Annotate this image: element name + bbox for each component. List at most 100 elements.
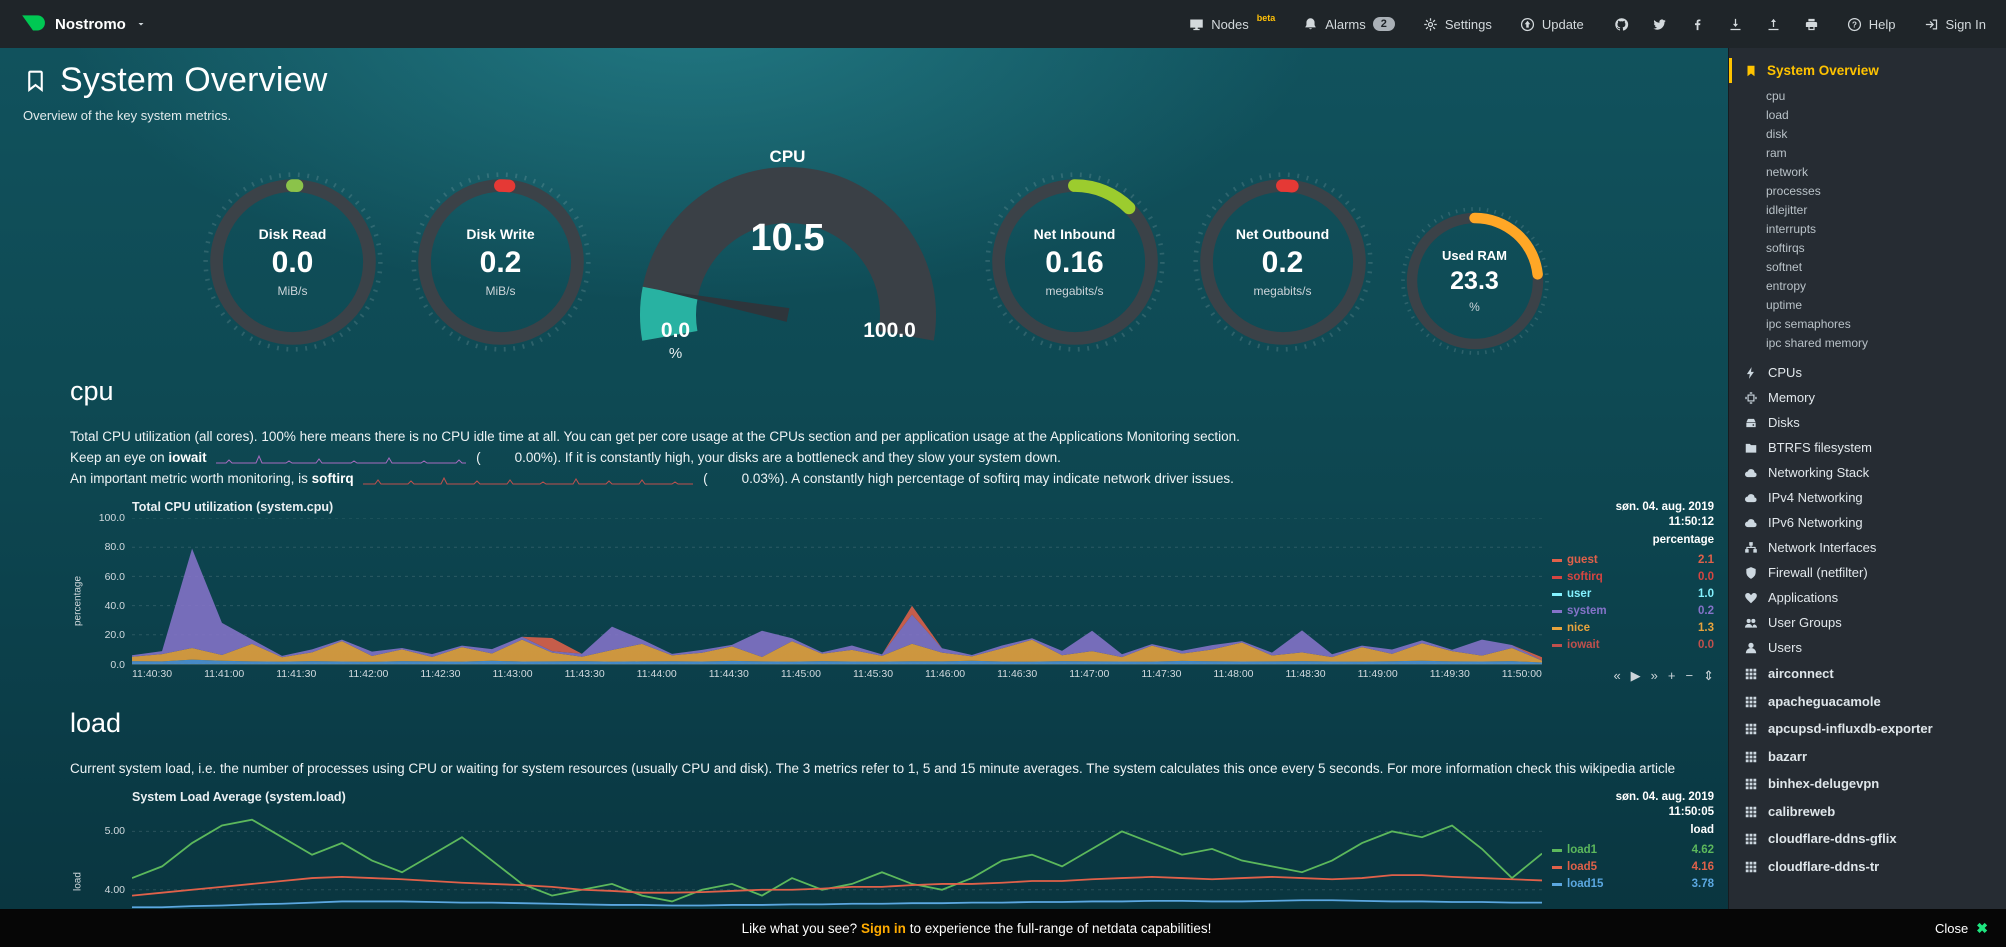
chip-icon [1744,391,1758,405]
legend-row[interactable]: user 1.0 [1552,586,1714,603]
zoom-out-icon[interactable]: − [1685,667,1694,683]
legend-row[interactable]: softirq 0.0 [1552,569,1714,586]
close-icon: ✖ [1976,919,1988,936]
pan-forward-icon[interactable]: » [1650,667,1658,683]
grid-icon [1744,722,1758,736]
sign-in-button[interactable]: Sign In [1924,17,1986,32]
sidebar-item-system-overview[interactable]: System Overview [1729,58,2006,83]
sidebar-host-item[interactable]: bazarr [1729,743,2006,771]
sidebar-subitem[interactable]: entropy [1766,278,1807,293]
sidebar-host-item[interactable]: apcupsd-influxdb-exporter [1729,715,2006,743]
legend-row[interactable]: nice 1.3 [1552,620,1714,637]
sidebar-subitem[interactable]: ipc shared memory [1766,335,1869,350]
legend-row[interactable]: load5 4.16 [1552,859,1714,876]
sidebar-host-item[interactable]: cloudflare-ddns-tr [1729,853,2006,881]
header-icon-buttons [1614,17,1819,32]
sidebar-subitem[interactable]: processes [1766,183,1821,198]
gauge-value: 0.0 [271,246,314,279]
sidebar-host-item[interactable]: airconnect [1729,660,2006,688]
page-title: System Overview [60,61,328,99]
sidebar-section-item[interactable]: IPv4 Networking [1729,485,2006,510]
cpu-utilization-chart[interactable]: percentage 100.0 80.0 60.0 40.0 20.0 0.0 Tota… [70,500,1715,684]
gauge-value: 0.16 [1045,246,1104,279]
softirq-inline-chart[interactable] [363,472,694,486]
legend-row[interactable]: system 0.2 [1552,603,1714,620]
gauge[interactable]: Used RAM 23.3 % [1400,206,1550,356]
print-icon[interactable] [1804,17,1819,32]
load-chart-plot-area[interactable] [132,808,1542,947]
system-load-chart[interactable]: load 5.004.003.00 System Load Average (s… [70,790,1715,947]
cpu-chart-plot-area[interactable] [132,518,1542,665]
alarms-button[interactable]: Alarms 2 [1303,17,1395,32]
series-load1 [132,819,1542,901]
legend-row[interactable]: iowait 0.0 [1552,637,1714,654]
sidebar-host-item[interactable]: apacheguacamole [1729,688,2006,716]
help-button[interactable]: Help [1847,17,1896,32]
bookmark-icon [1744,64,1758,78]
legend-swatch [1552,848,1562,852]
play-icon[interactable]: ▶ [1630,667,1641,683]
sidebar-subitem[interactable]: softirqs [1766,240,1805,255]
sidebar-host-item[interactable]: binhex-delugevpn [1729,770,2006,798]
sidebar-section-item[interactable]: Memory [1729,385,2006,410]
sidebar-subitem[interactable]: uptime [1766,297,1803,312]
cpu-gauge-units: % [668,345,683,362]
gauge[interactable]: Disk Write 0.2 MiB/s [410,171,592,353]
x-tick-label: 11:44:30 [708,667,749,680]
gauge[interactable]: Net Outbound 0.2 megabits/s [1192,171,1374,353]
github-icon[interactable] [1614,17,1629,32]
cpu-gauge[interactable]: CPU 10.5 0.0 100.0 % [638,147,938,370]
cpu-gauge-title: CPU [769,147,806,166]
sidebar-section-item[interactable]: Users [1729,635,2006,660]
close-banner-button[interactable]: Close ✖ [1935,919,1988,936]
sidebar-host-item[interactable]: calibreweb [1729,798,2006,826]
legend-series-name: user [1567,588,1592,601]
download-icon[interactable] [1728,17,1743,32]
sidebar-submenu: cpu load disk ram network processes idle… [1729,86,2006,352]
gauge-label: Net Inbound [1033,226,1116,242]
sidebar-section-item[interactable]: Disks [1729,410,2006,435]
resize-icon[interactable]: ⇕ [1703,667,1714,683]
gauge-ring [1192,172,1373,352]
alarms-label: Alarms [1325,16,1366,32]
sidebar-section-item[interactable]: Network Interfaces [1729,535,2006,560]
legend-swatch [1552,592,1562,596]
sidebar-subitem[interactable]: ram [1766,145,1787,160]
settings-button[interactable]: Settings [1423,17,1492,32]
sidebar-section-item[interactable]: User Groups [1729,610,2006,635]
zoom-in-icon[interactable]: + [1667,667,1676,683]
sidebar-subitem[interactable]: disk [1766,126,1788,141]
sidebar-subitem[interactable]: cpu [1766,88,1786,103]
legend-row[interactable]: load1 4.62 [1552,842,1714,859]
legend-row[interactable]: guest 2.1 [1552,552,1714,569]
gauge[interactable]: Disk Read 0.0 MiB/s [202,171,384,353]
upload-icon[interactable] [1766,17,1781,32]
sidebar-subitem[interactable]: load [1766,107,1789,122]
facebook-icon[interactable] [1690,17,1705,32]
x-tick-label: 11:49:30 [1429,667,1470,680]
legend-row[interactable]: load15 3.78 [1552,876,1714,893]
gauge[interactable]: Net Inbound 0.16 megabits/s [984,171,1166,353]
chart-toolbox: « ▶ » + − ⇕ [1552,668,1714,684]
sidebar-subitem[interactable]: softnet [1766,259,1803,274]
sidebar-subitem[interactable]: idlejitter [1766,202,1808,217]
sidebar-section-item[interactable]: BTRFS filesystem [1729,435,2006,460]
sidebar-section-item[interactable]: Networking Stack [1729,460,2006,485]
pan-backward-icon[interactable]: « [1613,667,1621,683]
legend-swatch [1552,575,1562,579]
sidebar-section-item[interactable]: Firewall (netfilter) [1729,560,2006,585]
twitter-icon[interactable] [1652,17,1667,32]
sidebar-subitem[interactable]: network [1766,164,1809,179]
sign-in-link[interactable]: Sign in [860,920,906,936]
sidebar-section-item[interactable]: IPv6 Networking [1729,510,2006,535]
sidebar-section-item[interactable]: CPUs [1729,360,2006,385]
sidebar-subitem[interactable]: ipc semaphores [1766,316,1851,331]
iowait-inline-chart[interactable] [216,451,467,465]
update-button[interactable]: Update [1520,17,1584,32]
node-selector[interactable]: Nostromo [20,11,147,37]
gauge-units: MiB/s [485,284,516,298]
sidebar-section-item[interactable]: Applications [1729,585,2006,610]
nodes-button[interactable]: Nodes beta [1189,13,1275,32]
sidebar-subitem[interactable]: interrupts [1766,221,1817,236]
sidebar-host-item[interactable]: cloudflare-ddns-gflix [1729,825,2006,853]
